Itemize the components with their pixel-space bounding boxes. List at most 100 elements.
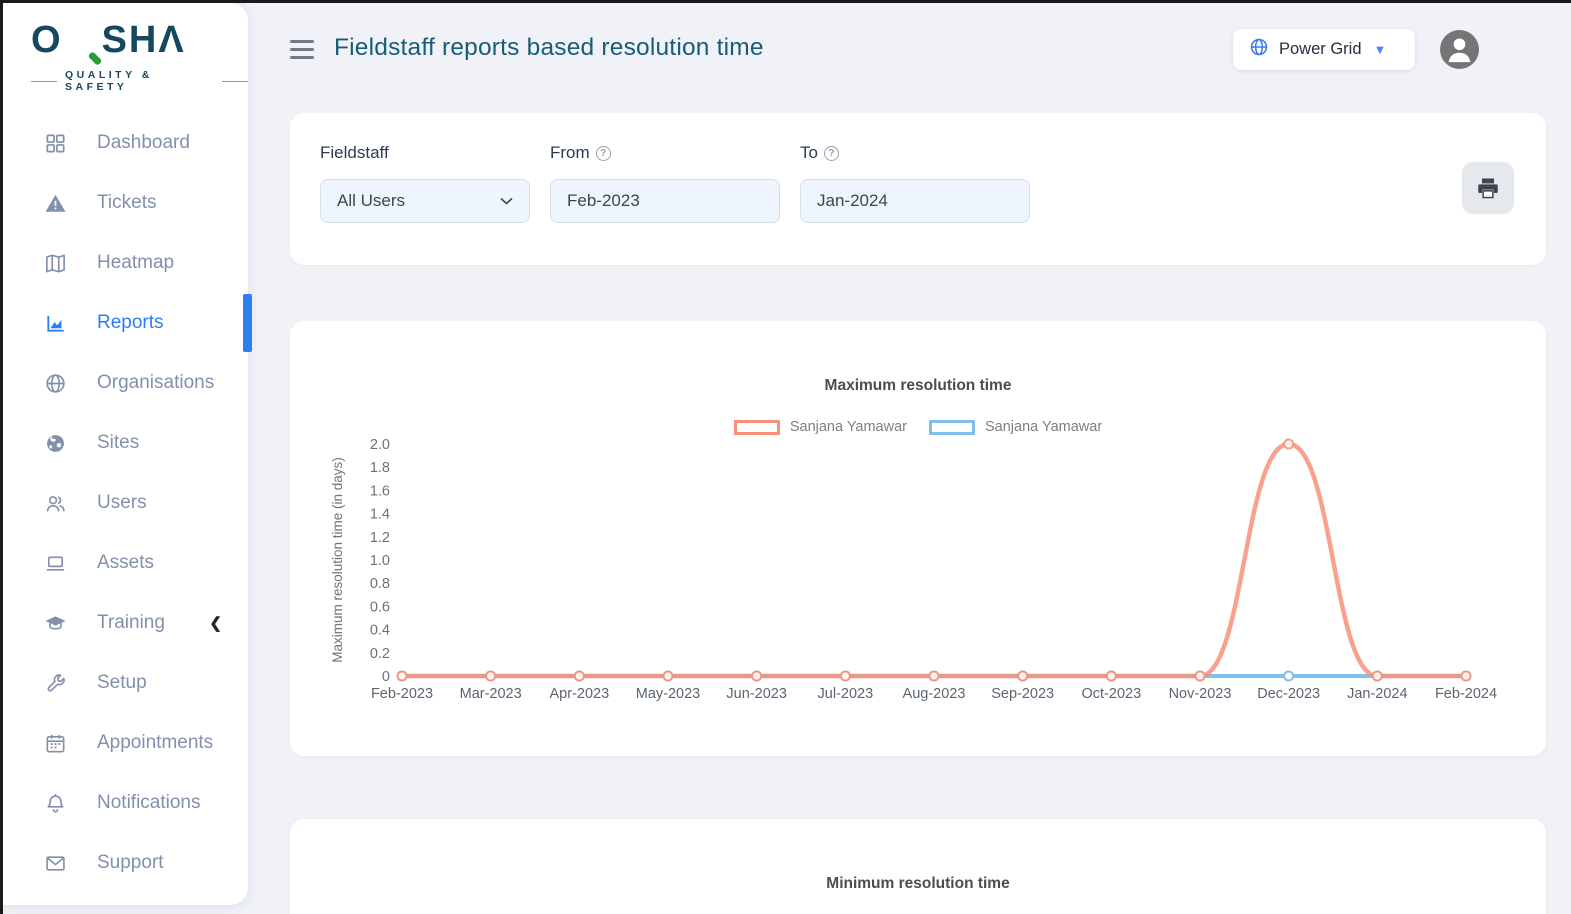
logo-tagline: QUALITY & SAFETY <box>31 69 248 93</box>
hamburger-menu-icon[interactable] <box>290 40 314 59</box>
svg-text:Feb-2024: Feb-2024 <box>1435 686 1497 702</box>
legend-swatch <box>733 419 780 435</box>
sidebar-item-appointments[interactable]: Appointments <box>3 713 248 773</box>
svg-text:1.2: 1.2 <box>370 530 390 546</box>
logo-wordmark: O SH Λ <box>31 19 248 66</box>
chart-title: Minimum resolution time <box>826 875 1010 892</box>
svg-text:2.0: 2.0 <box>370 437 390 453</box>
svg-text:0.4: 0.4 <box>370 623 390 639</box>
legend-swatch <box>929 419 975 435</box>
training-icon <box>43 611 67 635</box>
help-icon[interactable]: ? <box>823 145 839 161</box>
svg-text:0.6: 0.6 <box>370 599 390 615</box>
printer-icon <box>1478 178 1498 199</box>
appointments-icon <box>43 731 67 755</box>
sidebar-item-organisations[interactable]: Organisations <box>3 353 248 413</box>
sidebar-item-reports[interactable]: Reports <box>3 293 252 353</box>
svg-text:0.2: 0.2 <box>370 646 390 662</box>
fieldstaff-select[interactable]: All Users <box>320 179 530 223</box>
fieldstaff-select-value: All Users <box>337 191 406 210</box>
legend-item[interactable]: Sanjana Yamawar <box>733 419 907 435</box>
svg-text:Dec-2023: Dec-2023 <box>1257 686 1320 702</box>
sidebar-item-label: Training <box>97 612 165 633</box>
svg-text:Aug-2023: Aug-2023 <box>903 686 966 702</box>
legend-label: Sanjana Yamawar <box>789 419 907 435</box>
print-button[interactable] <box>1462 162 1514 214</box>
sidebar-item-label: Notifications <box>97 792 201 813</box>
chart-legend: Sanjana Yamawar Sanjana Yamawar <box>290 419 1546 435</box>
logo: O SH Λ QUALITY & SAFETY <box>3 3 248 93</box>
sidebar-item-label: Assets <box>97 552 155 573</box>
from-month-value: Feb-2023 <box>567 191 640 210</box>
support-icon <box>43 851 67 875</box>
svg-text:Oct-2023: Oct-2023 <box>1082 686 1142 702</box>
topbar: Fieldstaff reports based resolution time… <box>248 27 1571 75</box>
logo-lambda: Λ <box>158 19 186 61</box>
sidebar-item-label: Setup <box>97 672 147 693</box>
from-label: From? <box>550 143 780 163</box>
chart-title: Maximum resolution time <box>824 377 1012 394</box>
svg-text:May-2023: May-2023 <box>636 686 700 702</box>
max-resolution-chart-card: Maximum resolution time Sanjana Yamawar S… <box>290 321 1546 756</box>
logo-letter-o: O <box>31 19 63 61</box>
svg-text:Apr-2023: Apr-2023 <box>550 686 610 702</box>
organisations-icon <box>43 371 67 395</box>
org-selector-label: Power Grid <box>1279 40 1362 58</box>
sidebar-item-support[interactable]: Support <box>3 833 248 893</box>
heatmap-icon <box>43 251 67 275</box>
avatar[interactable] <box>1440 30 1479 69</box>
legend-label: Sanjana Yamawar <box>985 419 1103 435</box>
svg-text:0: 0 <box>382 669 390 685</box>
to-month-input[interactable]: Jan-2024 <box>800 179 1030 223</box>
svg-text:1.8: 1.8 <box>370 460 390 476</box>
org-selector[interactable]: Power Grid ▼ <box>1233 29 1415 70</box>
to-field: To? Jan-2024 <box>800 143 1030 223</box>
svg-text:1.6: 1.6 <box>370 483 390 499</box>
sidebar-item-assets[interactable]: Assets <box>3 533 248 593</box>
sites-icon <box>43 431 67 455</box>
svg-text:Nov-2023: Nov-2023 <box>1169 686 1232 702</box>
fieldstaff-field: Fieldstaff All Users <box>320 143 530 223</box>
sidebar-item-setup[interactable]: Setup <box>3 653 248 713</box>
sidebar-item-tickets[interactable]: Tickets <box>3 173 248 233</box>
from-field: From? Feb-2023 <box>550 143 780 223</box>
sidebar-item-label: Users <box>97 492 147 513</box>
chevron-down-icon: ▼ <box>1373 42 1387 57</box>
to-label: To? <box>800 143 1030 163</box>
users-icon <box>43 491 67 515</box>
sidebar-item-users[interactable]: Users <box>3 473 248 533</box>
sidebar-item-sites[interactable]: Sites <box>3 413 248 473</box>
dashboard-icon <box>43 131 67 155</box>
sidebar-item-label: Heatmap <box>97 252 175 273</box>
line-chart-plot: 0 0.2 0.4 0.6 0.8 1.0 1.2 1.4 1.6 1.8 2.0 Maximum r… <box>290 436 1546 736</box>
svg-text:Sep-2023: Sep-2023 <box>991 686 1054 702</box>
sidebar-item-label: Tickets <box>97 192 157 213</box>
svg-text:0.8: 0.8 <box>370 576 390 592</box>
to-month-value: Jan-2024 <box>817 191 888 210</box>
sidebar-item-heatmap[interactable]: Heatmap <box>3 233 248 293</box>
tickets-icon <box>43 191 67 215</box>
chevron-down-icon <box>500 197 513 205</box>
filter-card: Fieldstaff All Users From? Feb-2023 To? … <box>290 113 1546 265</box>
min-resolution-chart-card: Minimum resolution time Sanjana YamawarS… <box>290 819 1546 914</box>
sidebar-item-label: Sites <box>97 432 140 453</box>
sidebar-nav: Dashboard Tickets Heatmap Reports Organisati… <box>3 113 252 893</box>
fieldstaff-label: Fieldstaff <box>320 143 389 162</box>
sidebar-item-label: Support <box>97 852 164 873</box>
legend-item[interactable]: Sanjana Yamawar <box>929 419 1102 435</box>
sidebar-item-training[interactable]: Training ❮ <box>3 593 248 653</box>
from-month-input[interactable]: Feb-2023 <box>550 179 780 223</box>
globe-icon <box>1249 37 1269 62</box>
sidebar-item-notifications[interactable]: Notifications <box>3 773 248 833</box>
svg-text:Feb-2023: Feb-2023 <box>371 686 433 702</box>
sidebar-item-dashboard[interactable]: Dashboard <box>3 113 248 173</box>
svg-text:Jun-2023: Jun-2023 <box>726 686 786 702</box>
sidebar: O SH Λ QUALITY & SAFETY Dashboard Tickets… <box>3 3 252 905</box>
assets-icon <box>43 551 67 575</box>
help-icon[interactable]: ? <box>595 145 611 161</box>
sidebar-item-label: Reports <box>97 312 164 333</box>
logo-q-icon <box>64 22 102 66</box>
chevron-left-icon[interactable]: ❮ <box>209 615 222 632</box>
notifications-icon <box>43 791 67 815</box>
main-content: Fieldstaff reports based resolution time… <box>248 3 1571 914</box>
